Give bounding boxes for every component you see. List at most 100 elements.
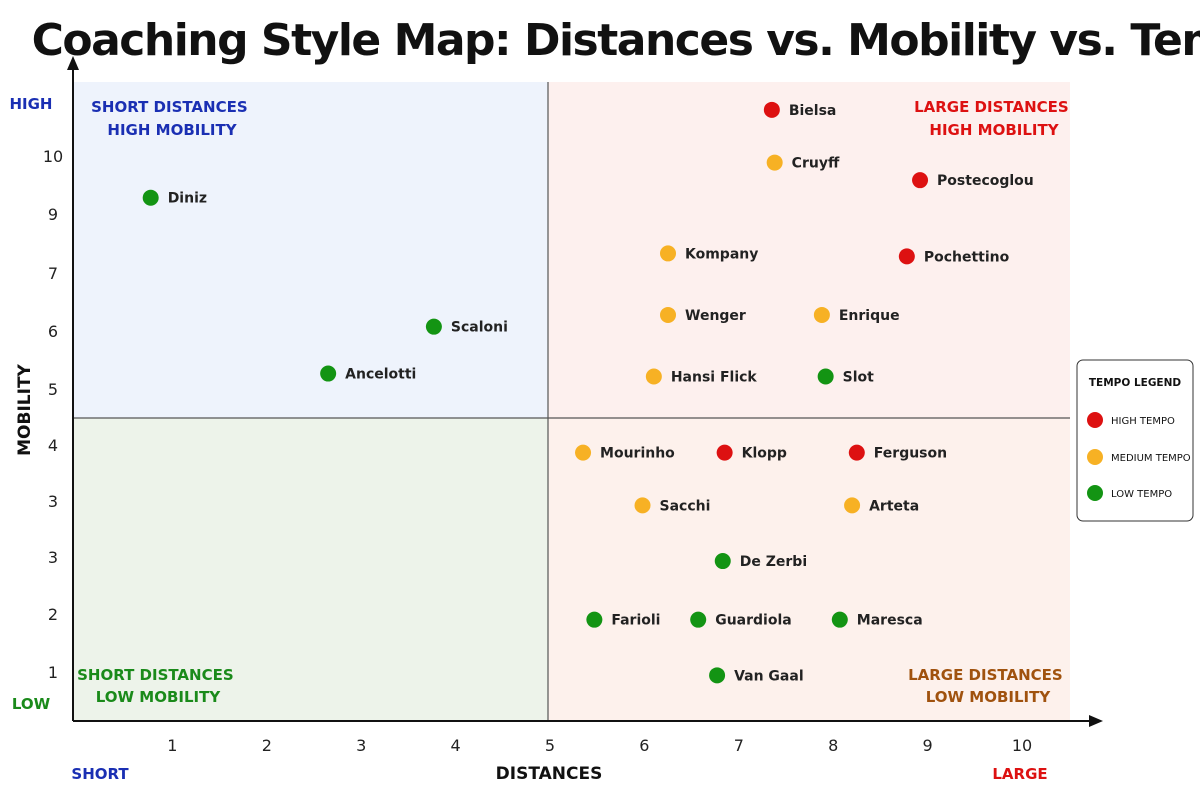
data-point-label: Ancelotti <box>345 367 416 383</box>
data-point-label: Enrique <box>839 308 900 324</box>
data-point-enrique <box>813 306 830 323</box>
data-point-diniz <box>142 189 159 206</box>
data-point-guardiola <box>690 611 707 628</box>
x-tick-label: 2 <box>262 736 272 755</box>
data-points: Diniz Scaloni Ancelotti Bielsa Cruyff Posteco… <box>142 101 1034 684</box>
data-point-label: Farioli <box>611 613 660 629</box>
y-end-label-low: LOW <box>12 695 51 713</box>
legend-label-high: HIGH TEMPO <box>1111 416 1175 427</box>
data-point-label: Scaloni <box>451 320 508 336</box>
data-point-label: Klopp <box>742 446 787 462</box>
quadrant-label-bl: SHORT DISTANCES LOW MOBILITY <box>77 666 239 706</box>
data-point-scaloni <box>425 318 442 335</box>
data-point-label: Guardiola <box>715 613 792 629</box>
data-point-pochettino <box>898 248 915 265</box>
quadrant-tr-bg <box>548 82 1070 418</box>
data-point-van-gaal <box>709 667 726 684</box>
data-point-label: Pochettino <box>924 249 1010 265</box>
quadrant-label-br-line1: LARGE DISTANCES <box>908 666 1063 684</box>
data-point-label: Postecoglou <box>937 173 1034 189</box>
x-tick-label: 1 <box>167 736 177 755</box>
data-point-label: Bielsa <box>789 103 837 119</box>
data-point-label: Wenger <box>685 308 746 324</box>
data-point-hansi-flick <box>645 368 662 385</box>
y-tick-label: 6 <box>48 322 58 341</box>
y-tick-label: 1 <box>48 663 58 682</box>
legend-label-low: LOW TEMPO <box>1111 489 1172 500</box>
chart-title: Coaching Style Map: Distances vs. Mobili… <box>32 15 1200 66</box>
legend-label-medium: MEDIUM TEMPO <box>1111 453 1191 464</box>
y-end-label-high: HIGH <box>9 95 52 113</box>
x-tick-label: 5 <box>545 736 555 755</box>
x-tick-label: 9 <box>923 736 933 755</box>
legend-swatch-low <box>1087 485 1103 501</box>
y-tick-label: 3 <box>48 548 58 567</box>
y-tick-label: 5 <box>48 380 58 399</box>
data-point-klopp <box>716 444 733 461</box>
data-point-ferguson <box>848 444 865 461</box>
quadrant-label-tl-line1: SHORT DISTANCES <box>91 98 248 116</box>
y-tick-label: 2 <box>48 605 58 624</box>
data-point-cruyff <box>766 154 783 171</box>
y-tick-label: 4 <box>48 436 58 455</box>
data-point-wenger <box>660 306 676 323</box>
data-point-label: Arteta <box>869 498 919 514</box>
data-point-ancelotti <box>320 365 337 382</box>
data-point-bielsa <box>763 101 780 118</box>
quadrant-label-tr-line1: LARGE DISTANCES <box>914 98 1069 116</box>
quadrant-label-tl-line2: HIGH MOBILITY <box>107 121 237 139</box>
quadrant-label-tr: LARGE DISTANCES HIGH MOBILITY <box>914 98 1074 139</box>
data-point-de-zerbi <box>714 553 731 570</box>
data-point-label: Van Gaal <box>734 668 804 684</box>
data-point-maresca <box>831 611 848 628</box>
data-point-label: Diniz <box>168 191 207 207</box>
tempo-legend: TEMPO LEGEND HIGH TEMPO MEDIUM TEMPO LOW… <box>1076 359 1194 522</box>
x-tick-label: 7 <box>734 736 744 755</box>
data-point-label: Slot <box>843 369 875 385</box>
x-tick-label: 4 <box>451 736 461 755</box>
data-point-label: Maresca <box>857 613 923 629</box>
y-tick-label: 9 <box>48 205 58 224</box>
data-point-label: Sacchi <box>660 498 711 514</box>
data-point-label: Ferguson <box>874 446 947 462</box>
y-tick-label: 3 <box>48 492 58 511</box>
x-tick-label: 6 <box>639 736 649 755</box>
x-tick-label: 3 <box>356 736 366 755</box>
quadrant-bl-bg <box>73 418 548 721</box>
data-point-kompany <box>660 245 676 262</box>
data-point-label: Kompany <box>685 246 758 262</box>
quadrant-label-bl-line2: LOW MOBILITY <box>96 688 222 706</box>
quadrant-br-bg <box>548 418 1070 721</box>
data-point-arteta <box>844 497 861 514</box>
x-axis-title: DISTANCES <box>496 764 603 784</box>
y-axis-title: MOBILITY <box>15 363 35 455</box>
legend-swatch-high <box>1087 412 1103 428</box>
y-tick-labels: 1 2 3 3 4 5 6 7 9 10 <box>43 147 63 682</box>
data-point-label: De Zerbi <box>740 554 807 570</box>
quadrant-label-tr-line2: HIGH MOBILITY <box>929 121 1059 139</box>
x-axis-arrowhead <box>1089 715 1103 727</box>
data-point-sacchi <box>634 497 651 514</box>
y-tick-label: 10 <box>43 147 63 166</box>
y-tick-label: 7 <box>48 264 58 283</box>
data-point-mourinho <box>575 444 592 461</box>
quadrant-label-tl: SHORT DISTANCES HIGH MOBILITY <box>91 98 253 139</box>
data-point-farioli <box>586 611 603 628</box>
y-axis-arrowhead <box>67 56 79 70</box>
data-point-label: Hansi Flick <box>671 369 758 385</box>
data-point-slot <box>817 368 834 385</box>
x-end-label-large: LARGE <box>992 765 1047 783</box>
quadrant-label-br: LARGE DISTANCES LOW MOBILITY <box>908 666 1068 706</box>
x-end-label-short: SHORT <box>71 765 129 783</box>
legend-swatch-medium <box>1087 449 1103 465</box>
data-point-label: Cruyff <box>792 156 840 172</box>
x-tick-label: 10 <box>1012 736 1032 755</box>
x-tick-labels: 1 2 3 4 5 6 7 8 9 10 <box>167 736 1032 755</box>
legend-title: TEMPO LEGEND <box>1089 377 1182 389</box>
data-point-label: Mourinho <box>600 446 675 462</box>
x-tick-label: 8 <box>828 736 838 755</box>
legend-box <box>1076 359 1194 522</box>
quadrant-label-bl-line1: SHORT DISTANCES <box>77 666 234 684</box>
